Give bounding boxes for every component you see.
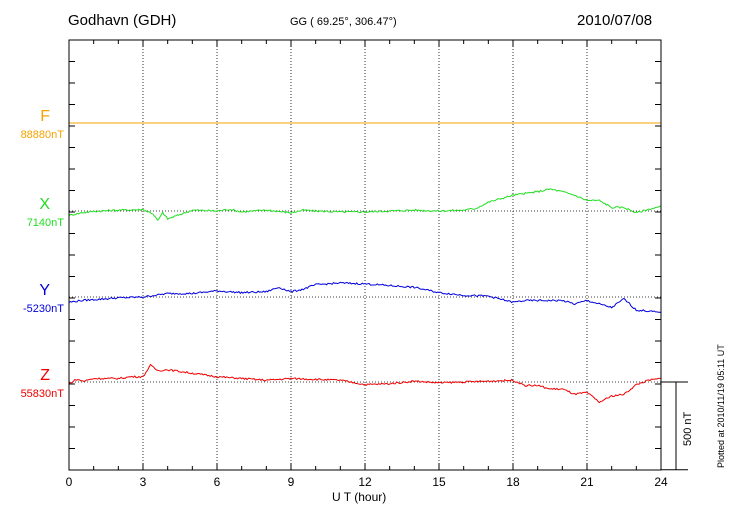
channel-name-z: Z (40, 367, 50, 384)
scale-bar-label: 500 nT (682, 411, 694, 446)
channel-baseline-f: 88880nT (20, 129, 64, 141)
x-axis-label: U T (hour) (332, 490, 387, 504)
channel-baseline-z: 55830nT (20, 388, 64, 400)
x-tick-label-18: 18 (506, 475, 520, 489)
x-tick-label-24: 24 (654, 475, 668, 489)
x-tick-label-12: 12 (358, 475, 372, 489)
x-tick-label-6: 6 (213, 475, 221, 489)
scale-bar (661, 381, 688, 471)
station-title: Godhavn (GDH) (68, 12, 177, 29)
x-tick-label-15: 15 (432, 475, 446, 489)
x-tick-label-21: 21 (580, 475, 594, 489)
channel-name-x: X (39, 196, 50, 213)
trace-x (68, 188, 662, 221)
axis-ticks (68, 39, 662, 471)
trace-y (68, 281, 662, 314)
x-tick-label-3: 3 (139, 475, 147, 489)
channel-baseline-y: -5230nT (23, 303, 64, 315)
trace-z (68, 363, 662, 404)
channel-name-f: F (40, 108, 50, 125)
x-tick-label-0: 0 (65, 475, 73, 489)
plot-date: 2010/07/08 (577, 12, 653, 29)
series-traces (68, 122, 662, 404)
plotted-timestamp: Plotted at 2010/11/19 05:11 UT (716, 344, 726, 468)
channel-baseline-x: 7140nT (26, 217, 64, 229)
x-tick-label-9: 9 (287, 475, 295, 489)
station-coordinates: GG ( 69.25°, 306.47°) (290, 16, 397, 28)
channel-name-y: Y (39, 282, 50, 299)
grid-lines (142, 40, 588, 470)
plot-frame (68, 39, 662, 471)
